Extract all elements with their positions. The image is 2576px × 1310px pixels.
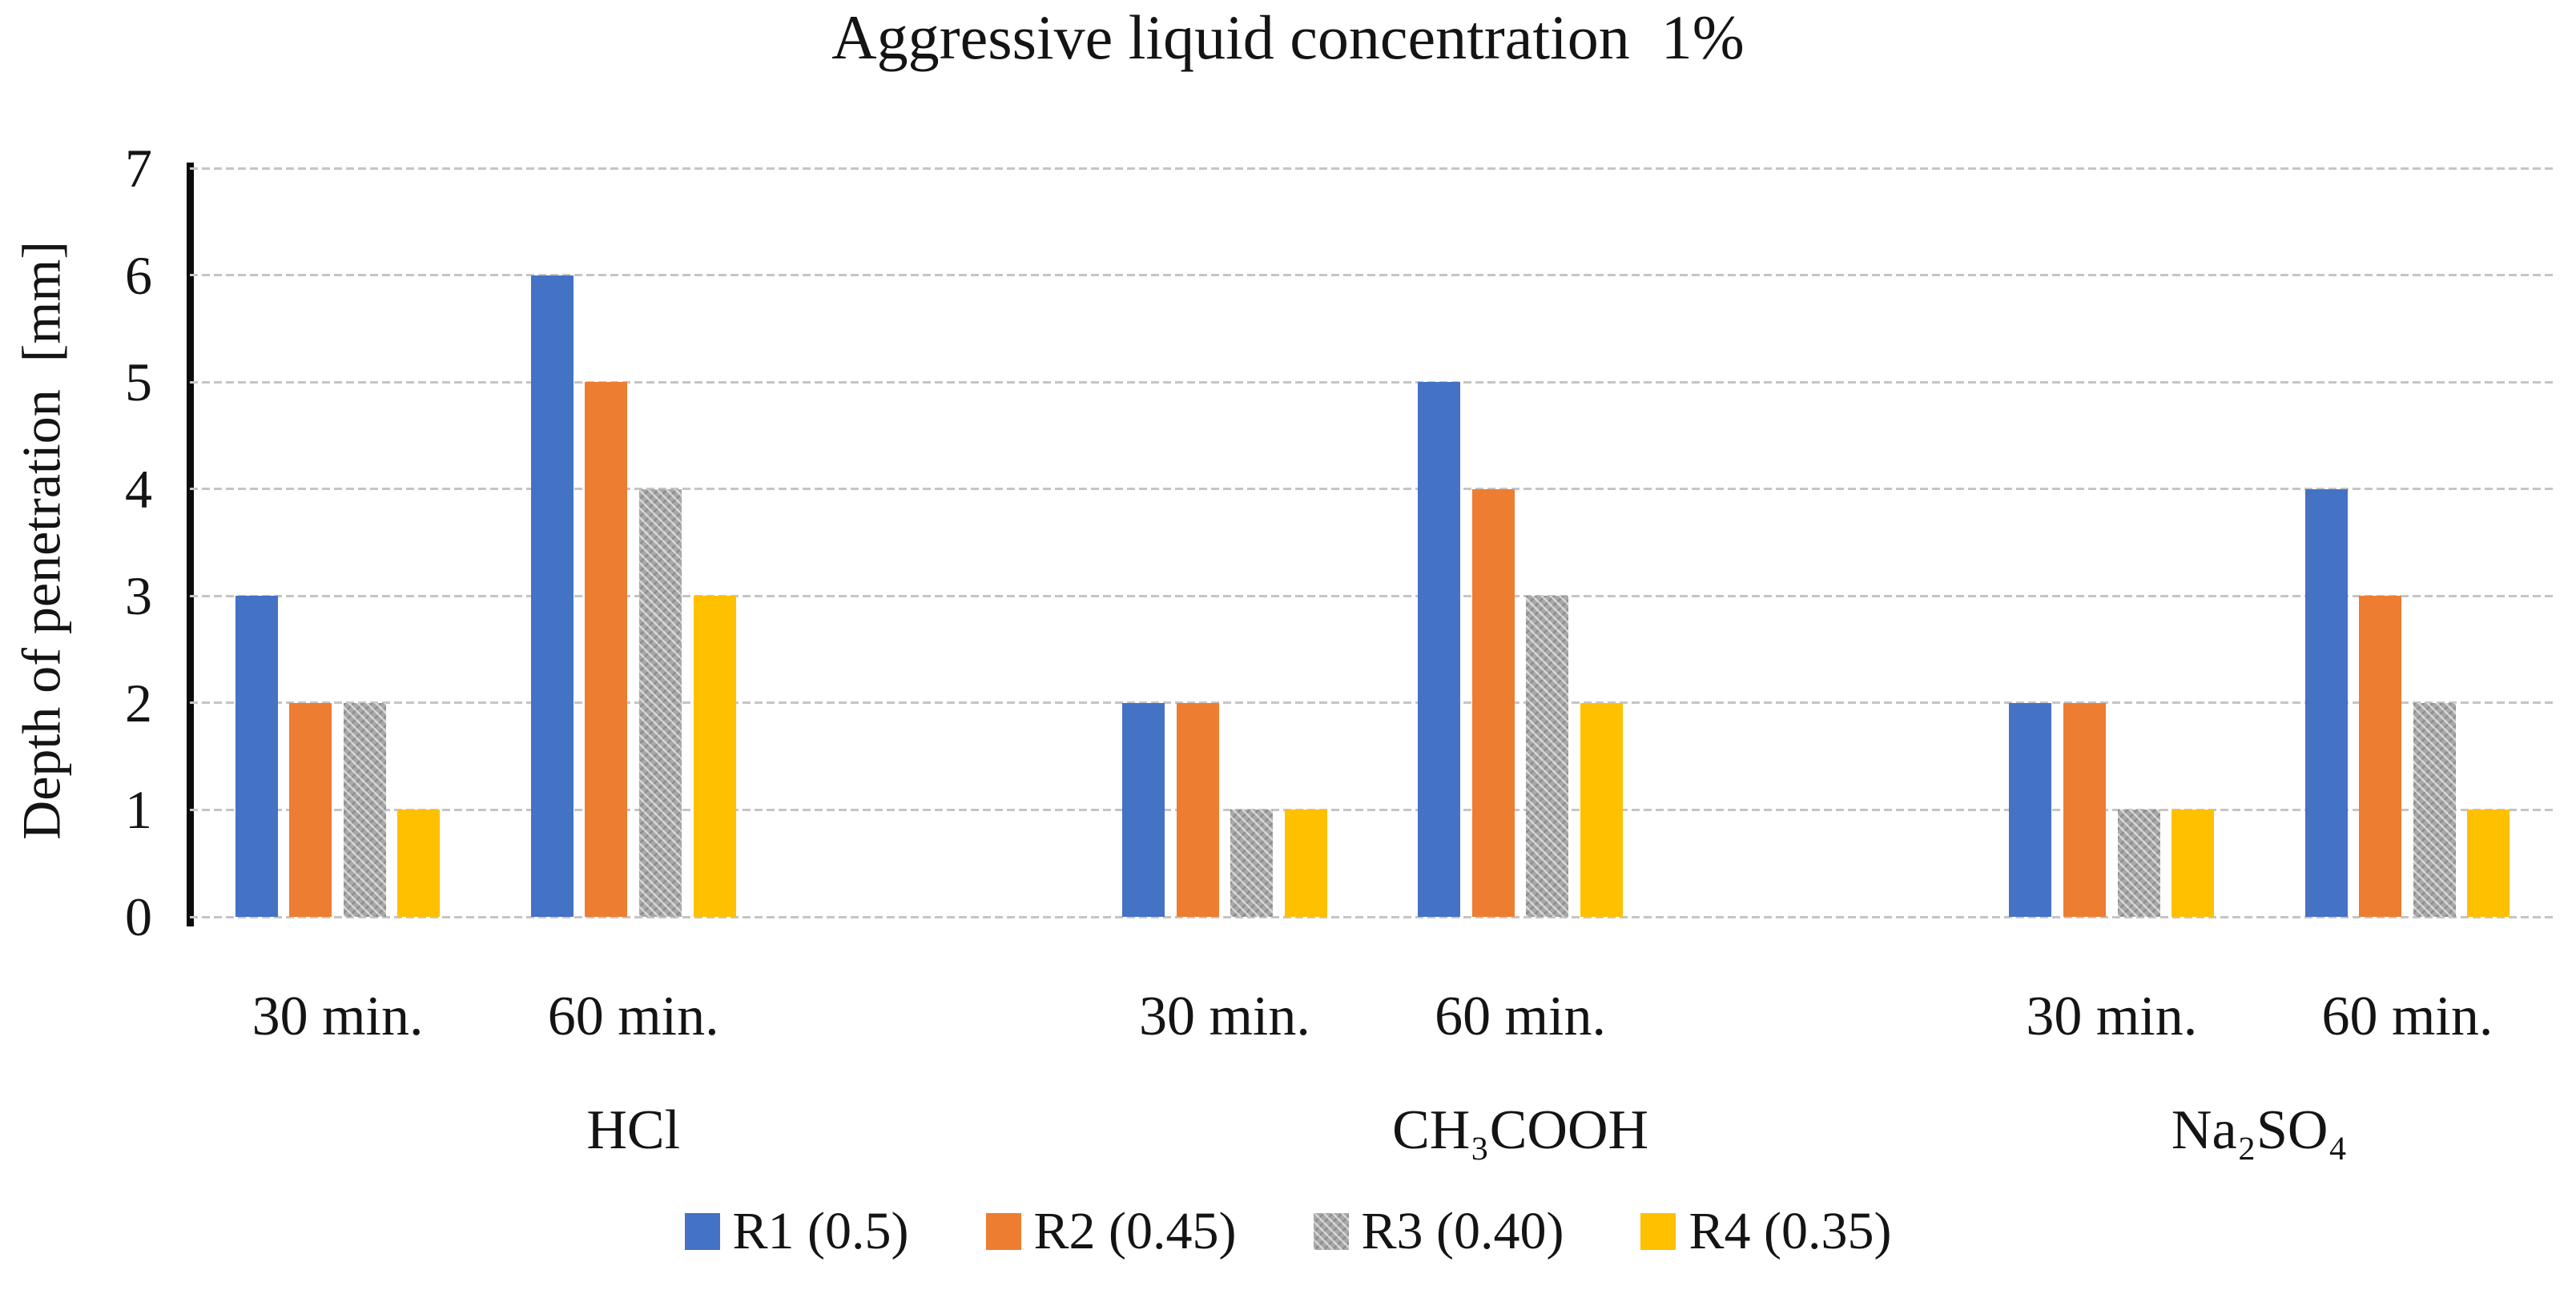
bar [1471,488,1515,917]
y-axis-title: Depth of penetration [mm] [10,241,72,840]
bar [343,702,386,917]
bar [1580,702,1623,917]
y-tick-label: 3 [125,565,152,627]
legend-label: R1 (0.5) [732,1202,909,1260]
gridline [190,274,2555,277]
legend-swatch [1640,1213,1676,1250]
bar [2413,702,2456,917]
bar [2009,702,2052,917]
bar [1176,702,1219,917]
gridline [190,808,2555,811]
gridline [190,167,2555,170]
y-tick-label: 0 [125,886,152,947]
gridline [190,380,2555,384]
bar [693,596,736,917]
bar [1526,596,1569,917]
chart-title: Aggressive liquid concentration 1% [831,2,1745,72]
x-axis-group-label: HCl [586,1099,681,1161]
y-tick-label: 1 [125,779,152,841]
x-axis-category-label: 60 min. [547,986,719,1047]
bar [2171,810,2215,917]
bar [289,702,332,917]
legend-swatch [985,1213,1021,1250]
legend-item: R3 (0.40) [1313,1199,1564,1264]
x-axis-category-label: 30 min. [252,986,424,1047]
bar [638,488,682,917]
legend-item: R1 (0.5) [684,1199,909,1264]
bar [2304,488,2348,917]
gridline [190,594,2555,597]
bar [2117,810,2160,917]
x-axis-category-label: 60 min. [1435,986,1607,1047]
bar [2063,702,2106,917]
legend-label: R2 (0.45) [1033,1202,1237,1260]
bar [1284,810,1327,917]
y-tick-label: 2 [125,672,152,733]
bar [1418,382,1461,917]
x-axis-category-label: 60 min. [2321,986,2493,1047]
gridline [190,488,2555,491]
legend: R1 (0.5) R2 (0.45) R3 (0.40) R4 (0.35) [0,1199,2576,1264]
x-axis-category-label: 30 min. [2026,986,2198,1047]
x-axis-category-label: 30 min. [1138,986,1310,1047]
legend-label: R4 (0.35) [1688,1202,1892,1260]
x-axis-group-label: Na₂SO₄ [2171,1099,2348,1161]
bar [2467,810,2510,917]
legend-item: R4 (0.35) [1640,1199,1891,1264]
y-tick-label: 4 [125,458,152,520]
x-axis-group-label: CH₃COOH [1392,1099,1649,1161]
bar [235,596,278,917]
legend-item: R2 (0.45) [985,1199,1237,1264]
legend-swatch [684,1213,720,1250]
bar [530,275,574,917]
y-tick-label: 6 [125,244,152,306]
legend-label: R3 (0.40) [1361,1202,1564,1260]
gridline [190,701,2555,705]
bar [585,382,628,917]
bar [397,810,441,917]
gridline [190,915,2555,918]
y-axis-line [187,163,194,926]
bar [1230,810,1274,917]
bar [2359,596,2402,917]
y-tick-label: 5 [125,352,152,413]
y-tick-label: 7 [125,138,152,199]
legend-swatch [1313,1213,1349,1250]
bar [1122,702,1165,917]
